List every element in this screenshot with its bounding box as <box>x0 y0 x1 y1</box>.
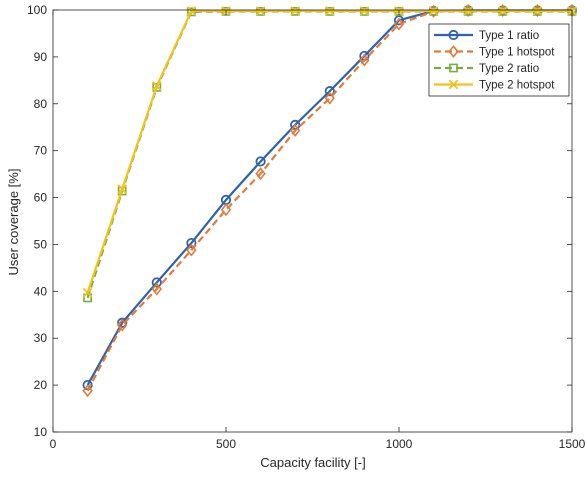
data-point <box>359 53 370 67</box>
x-tick-label: 0 <box>50 437 57 451</box>
data-point <box>324 91 335 105</box>
y-tick-label: 60 <box>34 191 48 205</box>
data-point <box>255 156 266 167</box>
data-point <box>151 277 162 288</box>
data-point <box>220 203 232 217</box>
legend-label: Type 2 hotspot <box>479 80 555 92</box>
data-point <box>290 6 301 16</box>
legend-entry: Type 1 hotspot <box>434 45 555 59</box>
data-point <box>255 6 266 16</box>
y-tick-label: 90 <box>34 50 48 64</box>
axes-frame <box>52 9 573 433</box>
y-tick-label: 70 <box>34 144 48 158</box>
y-tick-label: 30 <box>34 331 48 345</box>
data-point <box>117 184 128 194</box>
data-point <box>393 17 405 31</box>
data-point <box>532 6 543 16</box>
data-point <box>449 63 458 73</box>
legend-label: Type 2 ratio <box>479 63 539 75</box>
data-point <box>448 29 459 41</box>
legend-entry: Type 2 hotspot <box>434 80 555 92</box>
data-point <box>359 6 370 16</box>
x-tick-label: 1000 <box>386 437 413 451</box>
data-point <box>186 6 197 16</box>
y-tick-label: 80 <box>34 97 48 111</box>
y-tick-label: 100 <box>27 3 47 17</box>
data-point <box>448 45 459 58</box>
data-point <box>151 282 162 296</box>
data-point <box>324 6 335 16</box>
data-point <box>117 318 128 332</box>
legend-entry: Type 1 ratio <box>434 29 539 42</box>
data-point <box>186 237 197 249</box>
legend: Type 1 ratio Type 1 hotspot Type 2 ratio Ty… <box>428 23 570 97</box>
y-tick-label: 20 <box>34 378 48 392</box>
y-axis-label: User coverage [%] <box>6 169 21 276</box>
legend-label: Type 1 hotspot <box>479 47 555 59</box>
data-point <box>255 167 266 181</box>
legend-label: Type 1 ratio <box>479 30 539 42</box>
data-point <box>428 6 439 16</box>
data-point <box>290 124 301 137</box>
data-point <box>463 6 474 16</box>
data-point <box>497 6 508 16</box>
data-point <box>393 15 405 26</box>
legend-entry: Type 2 ratio <box>434 63 539 75</box>
y-tick-label: 50 <box>34 237 48 251</box>
data-point <box>82 384 93 398</box>
axes-layer: 0 500 1000 1500 10 20 30 40 50 60 70 80 90 100 <box>27 3 586 451</box>
data-point <box>448 79 459 90</box>
data-point <box>186 243 197 257</box>
data-point <box>82 287 93 298</box>
y-tick-label: 40 <box>34 284 48 298</box>
x-axis-label: Capacity facility [-] <box>260 455 365 470</box>
x-tick-label: 1500 <box>559 437 586 451</box>
x-tick-label: 500 <box>216 437 236 451</box>
y-tick-label: 10 <box>34 425 48 439</box>
data-point <box>83 293 92 303</box>
data-point <box>151 81 162 91</box>
data-point <box>324 86 335 97</box>
